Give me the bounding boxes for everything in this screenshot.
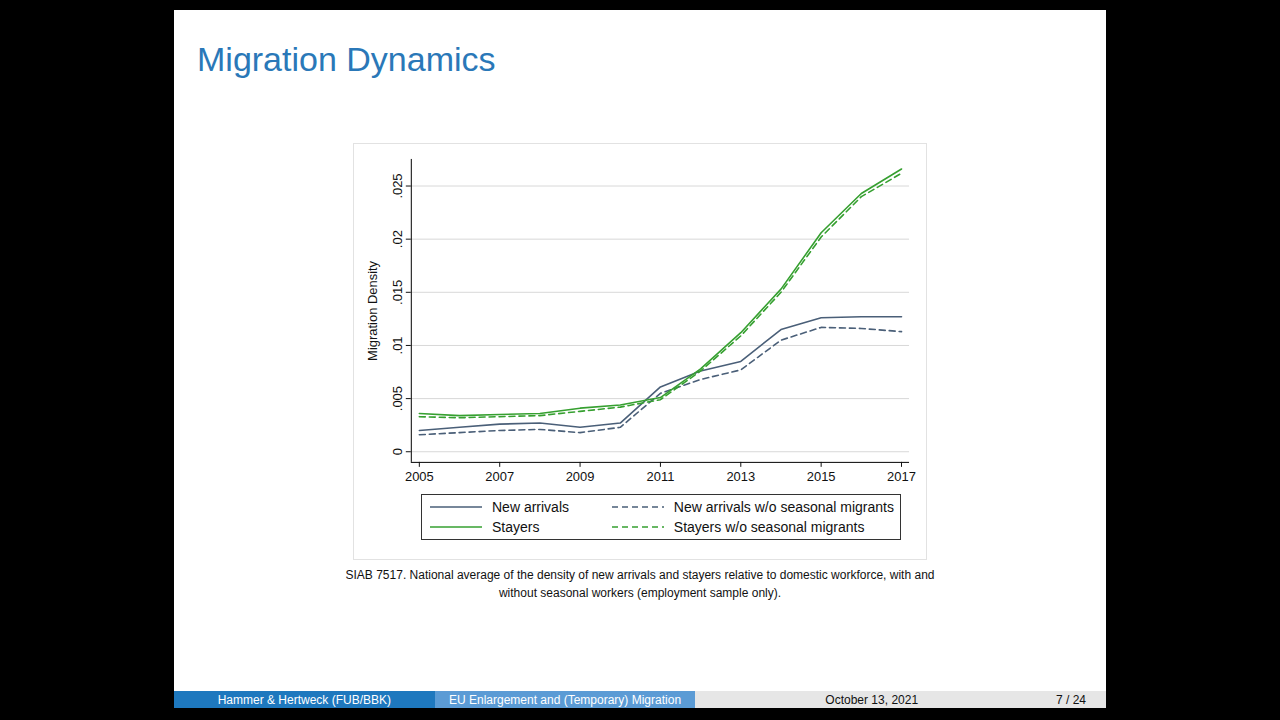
html-text:Migration Dynamics: Migration Dynamics <box>197 40 496 78</box>
svg-text:.02: .02 <box>390 230 405 248</box>
html-text:EU Enlargement and (Temporary): EU Enlargement and (Temporary) Migration <box>449 692 682 707</box>
svg-text:0: 0 <box>390 448 405 455</box>
svg-text:.025: .025 <box>390 173 405 198</box>
svg-text:.005: .005 <box>390 386 405 411</box>
html-text:Hammer & Hertweck (FUB/BBK): Hammer & Hertweck (FUB/BBK) <box>217 692 391 707</box>
html-text:Stayers w/o seasonal migrants: Stayers w/o seasonal migrants <box>673 519 865 535</box>
html-text:New arrivals: New arrivals <box>492 499 569 515</box>
svg-text:2013: 2013 <box>726 469 755 484</box>
svg-text:2015: 2015 <box>807 469 836 484</box>
html-text:Stayers: Stayers <box>492 519 540 535</box>
svg-text:2011: 2011 <box>647 469 675 484</box>
svg-text:2009: 2009 <box>566 469 595 484</box>
svg-text:2017: 2017 <box>887 469 916 484</box>
svg-text:2007: 2007 <box>485 469 514 484</box>
html-text:New arrivals w/o seasonal migr: New arrivals w/o seasonal migrants <box>673 499 894 515</box>
html-text:October 13, 2021: October 13, 2021 <box>825 692 919 707</box>
svg-text:.015: .015 <box>390 280 405 305</box>
html-text:SIAB 7517. National average of: SIAB 7517. National average of the densi… <box>345 568 935 600</box>
svg-text:.01: .01 <box>390 336 405 354</box>
svg-text:Migration Density: Migration Density <box>365 260 380 360</box>
svg-text:2005: 2005 <box>405 469 434 484</box>
html-text:7 / 24: 7 / 24 <box>1056 692 1086 707</box>
